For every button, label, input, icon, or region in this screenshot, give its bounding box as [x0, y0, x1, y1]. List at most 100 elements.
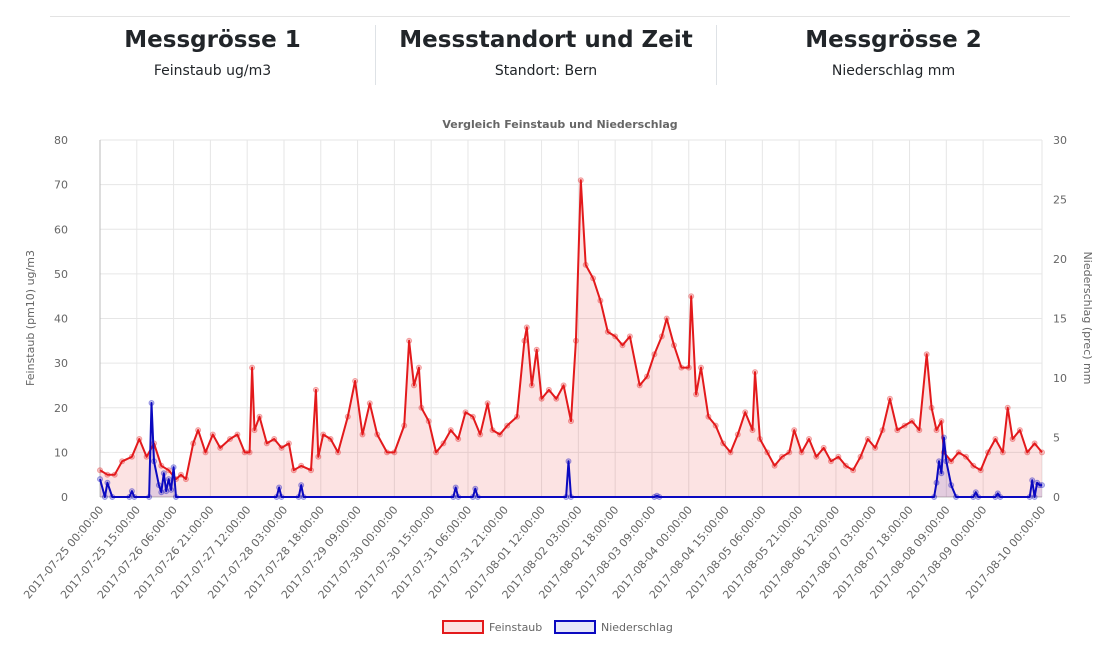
data-point-feinstaub	[835, 453, 842, 460]
data-point-feinstaub	[545, 386, 552, 393]
data-point-feinstaub	[433, 449, 440, 456]
data-point-feinstaub	[136, 436, 143, 442]
y-right-tick-label: 15	[1053, 313, 1067, 326]
data-point-niederschlag	[994, 490, 1001, 497]
legend-feinstaub-label[interactable]: Feinstaub	[489, 621, 542, 634]
data-point-feinstaub	[496, 431, 503, 438]
data-point-feinstaub	[894, 427, 901, 434]
data-point-feinstaub	[693, 391, 700, 398]
header-column-measure-1: Messgrösse 1 Feinstaub ug/m3	[50, 25, 375, 85]
data-point-feinstaub	[182, 476, 189, 483]
data-point-feinstaub	[391, 449, 398, 456]
data-point-niederschlag	[1034, 479, 1041, 486]
data-point-feinstaub	[619, 342, 626, 349]
data-point-feinstaub	[143, 453, 150, 460]
data-point-feinstaub	[933, 427, 940, 434]
location-subtitle: Standort: Bern	[494, 63, 598, 79]
data-point-niederschlag	[931, 494, 938, 500]
data-point-feinstaub	[285, 440, 292, 447]
data-point-feinstaub	[344, 413, 351, 420]
y-left-tick-label: 30	[54, 357, 68, 370]
data-point-feinstaub	[312, 386, 319, 393]
legend-niederschlag-label[interactable]: Niederschlag	[601, 621, 673, 634]
data-point-niederschlag	[126, 494, 133, 500]
data-point-niederschlag	[940, 434, 947, 441]
data-point-feinstaub	[425, 418, 432, 425]
data-point-feinstaub	[514, 413, 520, 420]
series-line-feinstaub	[99, 179, 1043, 481]
data-point-feinstaub	[290, 467, 297, 474]
measure-1-title: Messgrösse 1	[124, 27, 301, 53]
data-point-feinstaub	[469, 413, 476, 420]
data-point-feinstaub	[842, 462, 849, 469]
data-point-niederschlag	[1036, 482, 1043, 489]
data-point-feinstaub	[857, 453, 864, 460]
data-point-feinstaub	[158, 462, 165, 469]
legend-feinstaub-swatch[interactable]	[442, 620, 484, 634]
data-point-feinstaub	[447, 427, 454, 434]
y-left-tick-label: 50	[54, 268, 68, 281]
data-point-niederschlag	[970, 494, 977, 500]
data-point-feinstaub	[663, 315, 670, 322]
data-point-feinstaub	[528, 382, 535, 389]
data-point-feinstaub	[720, 440, 727, 447]
data-point-feinstaub	[764, 449, 771, 456]
data-point-feinstaub	[455, 436, 462, 442]
data-point-feinstaub	[415, 364, 422, 371]
data-point-niederschlag	[160, 470, 167, 477]
data-point-feinstaub	[948, 458, 955, 465]
data-point-niederschlag	[1029, 477, 1036, 484]
data-point-feinstaub	[734, 431, 741, 438]
data-point-feinstaub	[320, 431, 327, 438]
data-point-niederschlag	[151, 458, 157, 465]
data-point-feinstaub	[705, 413, 712, 420]
y-axis-left-label: Feinstaub (pm10) ug/m3	[24, 250, 37, 386]
data-point-niederschlag	[565, 458, 572, 465]
data-point-feinstaub	[489, 427, 496, 434]
data-point-niederschlag	[452, 484, 459, 491]
data-point-feinstaub	[256, 413, 263, 420]
data-point-feinstaub	[521, 337, 528, 344]
y-left-tick-label: 0	[61, 491, 68, 504]
y-left-tick-label: 70	[54, 179, 68, 192]
data-point-feinstaub	[688, 293, 695, 300]
data-point-feinstaub	[582, 261, 589, 268]
data-point-feinstaub	[315, 453, 322, 460]
data-point-feinstaub	[786, 449, 793, 456]
data-point-feinstaub	[671, 342, 677, 349]
data-point-feinstaub	[985, 449, 991, 456]
data-point-feinstaub	[955, 449, 962, 456]
data-point-niederschlag	[165, 476, 172, 483]
data-point-feinstaub	[963, 453, 969, 460]
chart-legend[interactable]: Feinstaub Niederschlag	[442, 620, 673, 634]
data-point-feinstaub	[278, 444, 285, 451]
measure-2-title: Messgrösse 2	[805, 27, 982, 53]
data-point-feinstaub	[111, 471, 118, 478]
data-point-feinstaub	[685, 364, 692, 371]
data-point-feinstaub	[597, 297, 604, 304]
header-column-location: Messstandort und Zeit Standort: Bern	[375, 25, 716, 85]
data-point-feinstaub	[553, 395, 560, 402]
data-point-niederschlag	[992, 494, 999, 500]
data-point-feinstaub	[1004, 404, 1011, 411]
data-point-feinstaub	[813, 453, 820, 460]
data-point-feinstaub	[771, 462, 778, 469]
data-point-niederschlag	[450, 494, 457, 500]
data-point-feinstaub	[533, 346, 540, 353]
data-point-feinstaub	[484, 400, 491, 407]
data-point-feinstaub	[401, 422, 408, 429]
data-point-feinstaub	[523, 324, 530, 331]
data-point-feinstaub	[352, 378, 359, 384]
data-point-niederschlag	[131, 494, 138, 500]
data-point-feinstaub	[477, 431, 484, 438]
data-point-feinstaub	[1016, 427, 1023, 434]
data-point-feinstaub	[727, 449, 734, 456]
y-left-tick-label: 40	[54, 313, 68, 326]
data-point-feinstaub	[251, 427, 258, 434]
y-left-tick-label: 80	[54, 134, 68, 147]
data-point-niederschlag	[953, 494, 960, 500]
data-point-feinstaub	[572, 337, 579, 344]
legend-niederschlag-swatch[interactable]	[554, 620, 596, 634]
data-point-feinstaub	[742, 409, 749, 416]
data-point-feinstaub	[504, 422, 511, 429]
